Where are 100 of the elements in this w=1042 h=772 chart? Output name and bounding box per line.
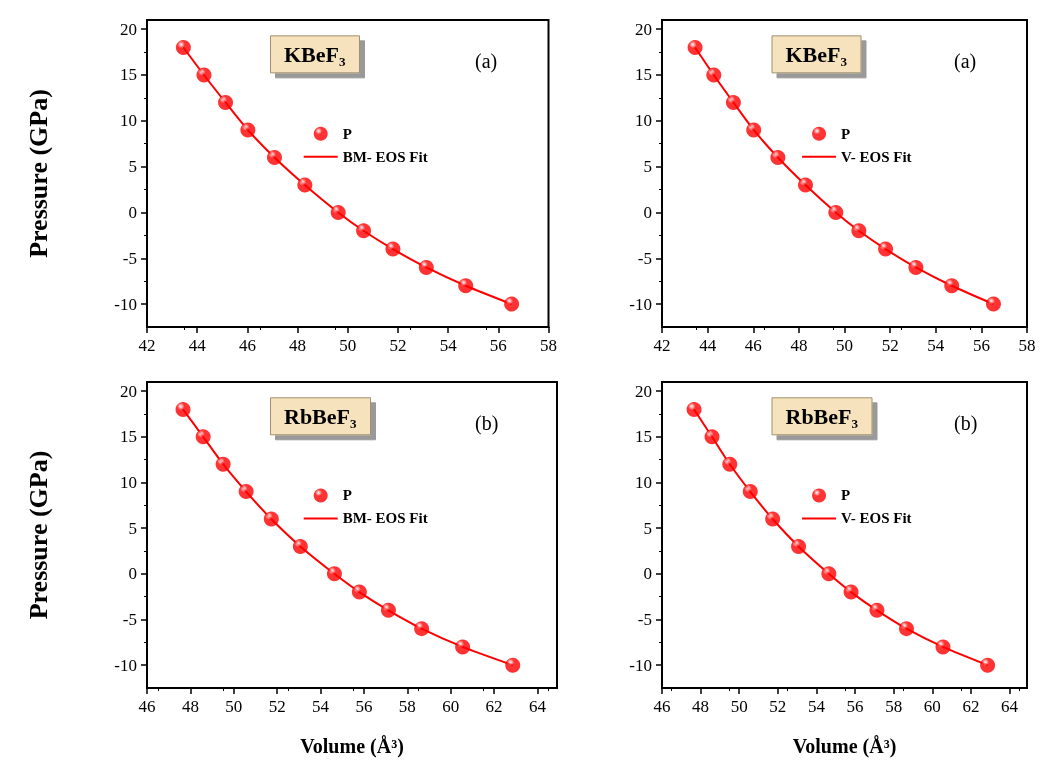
point bbox=[297, 177, 313, 193]
y-tick-label: 20 bbox=[635, 381, 652, 401]
y-tick-label: -10 bbox=[114, 655, 137, 675]
y-tick-label: 15 bbox=[120, 65, 137, 85]
y-tick-label: 20 bbox=[120, 19, 137, 39]
point bbox=[686, 401, 702, 417]
point bbox=[326, 566, 342, 582]
y-tick-label: 10 bbox=[120, 111, 137, 131]
x-tick-label: 48 bbox=[181, 697, 199, 716]
legend-label: BM- EOS Fit bbox=[342, 148, 428, 165]
x-tick-label: 54 bbox=[312, 697, 330, 716]
x-tick-label: 62 bbox=[962, 697, 980, 716]
point bbox=[985, 296, 1001, 312]
x-tick-label: 46 bbox=[653, 697, 671, 716]
point bbox=[240, 122, 256, 138]
x-tick-label: 60 bbox=[923, 697, 941, 716]
x-tick-label: 52 bbox=[769, 697, 787, 716]
point bbox=[706, 67, 722, 83]
y-tick-label: -10 bbox=[629, 655, 652, 675]
text: RbBeF₃ bbox=[785, 403, 859, 429]
point bbox=[505, 657, 521, 673]
y-tick-label: -5 bbox=[637, 248, 652, 268]
point bbox=[851, 223, 867, 239]
point bbox=[238, 484, 254, 500]
y-tick-label: 20 bbox=[635, 19, 652, 39]
x-tick-label: 64 bbox=[1001, 697, 1019, 716]
x-tick-label: 52 bbox=[389, 336, 407, 355]
annotation: (a) bbox=[475, 49, 498, 73]
y-tick-label: -10 bbox=[629, 294, 652, 314]
x-tick-label: 46 bbox=[238, 336, 256, 355]
y-tick-label: -5 bbox=[122, 609, 137, 629]
x-tick-label: 56 bbox=[489, 336, 507, 355]
point bbox=[418, 259, 434, 275]
x-tick-label: 54 bbox=[439, 336, 458, 355]
y-tick-label: 5 bbox=[643, 518, 652, 538]
legend-label: P bbox=[342, 487, 352, 504]
x-axis-title: Volume (Å³) bbox=[792, 735, 897, 758]
x-tick-label: 60 bbox=[442, 697, 460, 716]
point bbox=[351, 584, 367, 600]
y-tick-label: 5 bbox=[643, 157, 652, 177]
x-tick-label: 48 bbox=[790, 336, 808, 355]
y-tick-label: 20 bbox=[120, 381, 137, 401]
x-tick-label: 64 bbox=[528, 697, 547, 716]
point bbox=[704, 429, 720, 445]
point bbox=[414, 621, 430, 637]
x-tick-label: 50 bbox=[225, 697, 243, 716]
y-tick-label: 0 bbox=[643, 202, 652, 222]
x-tick-label: 42 bbox=[138, 336, 156, 355]
point bbox=[218, 94, 234, 110]
y-tick-label: 10 bbox=[635, 111, 652, 131]
point bbox=[908, 259, 924, 275]
text: KBeF₃ bbox=[785, 41, 848, 67]
point bbox=[843, 584, 859, 600]
point bbox=[746, 122, 762, 138]
x-tick-label: 50 bbox=[339, 336, 357, 355]
x-tick-label: 54 bbox=[808, 697, 826, 716]
x-tick-label: 58 bbox=[398, 697, 416, 716]
point bbox=[742, 484, 758, 500]
point bbox=[791, 538, 807, 554]
point bbox=[195, 429, 211, 445]
annotation: (a) bbox=[954, 49, 977, 73]
x-tick-label: 52 bbox=[881, 336, 899, 355]
point bbox=[263, 511, 279, 527]
x-tick-label: 44 bbox=[699, 336, 717, 355]
x-tick-label: 52 bbox=[268, 697, 286, 716]
y-tick-label: 15 bbox=[635, 65, 652, 85]
point bbox=[175, 40, 191, 55]
x-axis-title: Volume (Å³) bbox=[300, 735, 404, 758]
x-tick-label: 56 bbox=[972, 336, 990, 355]
y-tick-label: 10 bbox=[120, 472, 137, 492]
point bbox=[935, 639, 951, 655]
point bbox=[798, 177, 813, 193]
legend-label: P bbox=[342, 125, 352, 142]
point bbox=[725, 94, 741, 110]
point bbox=[869, 602, 885, 618]
point bbox=[196, 67, 212, 83]
point bbox=[385, 241, 401, 257]
legend-label: P bbox=[841, 487, 851, 504]
x-tick-label: 46 bbox=[744, 336, 762, 355]
y-tick-label: 10 bbox=[635, 472, 652, 492]
x-tick-label: 58 bbox=[540, 336, 557, 355]
y-tick-label: 0 bbox=[128, 564, 137, 584]
point bbox=[899, 621, 914, 637]
point bbox=[770, 149, 786, 165]
y-tick-label: 15 bbox=[635, 427, 652, 447]
x-tick-label: 62 bbox=[485, 697, 503, 716]
point bbox=[458, 278, 474, 294]
x-tick-label: 48 bbox=[289, 336, 307, 355]
x-tick-label: 48 bbox=[692, 697, 710, 716]
x-tick-label: 46 bbox=[138, 697, 156, 716]
y-tick-label: -5 bbox=[122, 248, 137, 268]
y-axis-title: Pressure (GPa) bbox=[23, 89, 53, 258]
x-tick-label: 42 bbox=[653, 336, 671, 355]
y-axis-title: Pressure (GPa) bbox=[23, 450, 53, 620]
x-tick-label: 50 bbox=[730, 697, 748, 716]
x-tick-label: 44 bbox=[188, 336, 207, 355]
point bbox=[878, 241, 894, 257]
point bbox=[175, 401, 191, 417]
y-tick-label: 5 bbox=[128, 157, 137, 177]
x-tick-label: 58 bbox=[885, 697, 903, 716]
